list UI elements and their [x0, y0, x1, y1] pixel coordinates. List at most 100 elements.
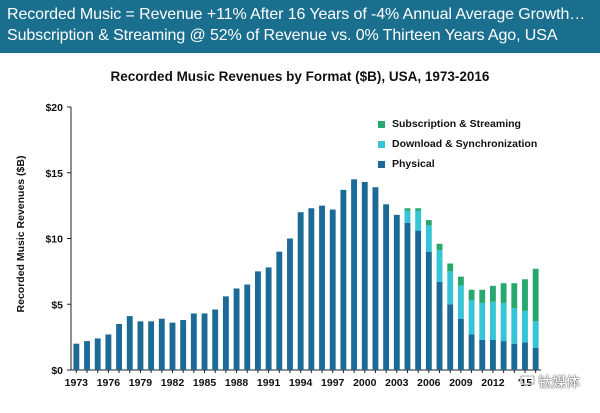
bar-physical-1984	[190, 313, 197, 370]
bar-download-synchronization-2013	[500, 302, 507, 342]
x-tick-label: 1982	[161, 377, 185, 389]
x-tick-label: 2012	[481, 377, 505, 389]
bar-download-synchronization-2012	[489, 301, 496, 340]
bar-physical-1975	[94, 338, 101, 370]
bar-physical-2014	[511, 343, 518, 370]
bar-download-synchronization-2004	[404, 210, 411, 223]
bar-physical-1982	[169, 322, 176, 370]
bar-physical-1992	[276, 251, 283, 370]
bar-subscription-streaming-2011	[479, 289, 486, 303]
bar-download-synchronization-2016	[532, 321, 539, 348]
x-tick-label: 1973	[65, 377, 89, 389]
legend-item-physical: Physical	[378, 154, 537, 174]
bar-physical-2003	[393, 214, 400, 370]
bar-subscription-streaming-2015	[522, 279, 528, 311]
bar-physical-2005	[415, 230, 422, 370]
bar-download-synchronization-2009	[457, 285, 464, 319]
bar-physical-2013	[500, 341, 507, 370]
bar-physical-1979	[137, 321, 144, 370]
bar-physical-2004	[404, 222, 411, 370]
bar-physical-1999	[351, 179, 358, 370]
bar-download-synchronization-2014	[511, 308, 518, 344]
bar-physical-1995	[308, 208, 315, 370]
bar-physical-2008	[447, 304, 454, 370]
x-tick-label: 1991	[257, 377, 281, 389]
bar-subscription-streaming-2009	[457, 276, 464, 286]
legend-item-download: Download & Synchronization	[378, 134, 537, 154]
x-tick-label: 2006	[417, 377, 441, 389]
bar-subscription-streaming-2004	[404, 208, 411, 211]
bar-download-synchronization-2010	[468, 300, 475, 335]
bar-subscription-streaming-2006	[425, 220, 432, 226]
bar-physical-1981	[158, 318, 165, 370]
y-tick-label: $10	[45, 234, 63, 246]
bar-physical-1986	[212, 309, 219, 370]
y-tick-label: $0	[51, 365, 63, 377]
bar-physical-2006	[425, 251, 432, 370]
x-tick-label: 1979	[129, 377, 153, 389]
watermark-text: 钛媒体	[538, 375, 580, 391]
y-axis-label: Recorded Music Revenues ($B)	[15, 155, 27, 313]
x-tick-label: 2009	[449, 377, 473, 389]
legend-swatch-physical	[378, 160, 385, 168]
x-tick-label: 2003	[385, 377, 409, 389]
bar-physical-1985	[201, 313, 208, 370]
y-tick-label: $5	[51, 299, 63, 311]
y-tick-label: $20	[45, 102, 63, 114]
bar-physical-2001	[372, 187, 379, 370]
x-tick-label: 1997	[321, 377, 345, 389]
bar-physical-1989	[244, 284, 251, 370]
bar-physical-1978	[126, 316, 133, 370]
legend-swatch-download	[378, 140, 385, 148]
x-tick-label: 2000	[353, 377, 377, 389]
bar-physical-2010	[468, 334, 475, 370]
bar-physical-2011	[479, 339, 486, 370]
headline-line-2: Subscription & Streaming @ 52% of Revenu…	[7, 27, 558, 44]
bar-physical-1974	[84, 341, 90, 370]
bar-physical-2009	[457, 318, 464, 370]
bar-physical-1993	[287, 238, 293, 370]
headline-line-1: Recorded Music = Revenue +11% After 16 Y…	[7, 6, 586, 23]
bar-download-synchronization-2007	[436, 250, 443, 282]
bar-download-synchronization-2015	[522, 310, 528, 343]
legend-item-subscription: Subscription & Streaming	[378, 114, 537, 134]
bar-download-synchronization-2011	[479, 302, 486, 340]
bar-subscription-streaming-2016	[532, 268, 539, 322]
header-banner: Recorded Music = Revenue +11% After 16 Y…	[0, 0, 600, 53]
legend-swatch-subscription	[378, 120, 385, 128]
bar-physical-1991	[265, 267, 272, 370]
x-tick-label: 1994	[289, 377, 313, 389]
bar-physical-2015	[522, 342, 528, 370]
legend-label-subscription: Subscription & Streaming	[392, 118, 521, 130]
chart-legend: Subscription & Streaming Download & Sync…	[378, 114, 537, 174]
bar-physical-1997	[329, 209, 336, 370]
bar-physical-2007	[436, 281, 443, 370]
bar-physical-1987	[222, 296, 229, 370]
chart-title: Recorded Music Revenues by Format ($B), …	[110, 69, 490, 84]
bar-physical-1998	[340, 189, 347, 370]
bar-physical-1973	[73, 343, 80, 370]
bar-subscription-streaming-2005	[415, 208, 422, 211]
bar-physical-1988	[233, 288, 240, 370]
y-tick-label: $15	[45, 168, 63, 180]
bar-physical-1976	[105, 334, 112, 370]
x-tick-label: 1988	[225, 377, 249, 389]
bar-physical-1980	[148, 321, 155, 370]
bar-subscription-streaming-2012	[489, 285, 496, 302]
bar-physical-1977	[116, 323, 123, 370]
bar-physical-1996	[319, 205, 325, 370]
x-tick-label: 1985	[193, 377, 217, 389]
x-tick-label: 1976	[97, 377, 121, 389]
bar-physical-2012	[489, 339, 496, 370]
watermark-logo-icon	[520, 375, 535, 387]
bar-download-synchronization-2006	[425, 225, 432, 252]
bar-physical-1994	[297, 212, 304, 370]
legend-label-physical: Physical	[392, 158, 435, 170]
bar-physical-1990	[254, 271, 261, 370]
bar-subscription-streaming-2007	[436, 243, 443, 251]
bar-physical-2016	[532, 347, 539, 370]
bar-physical-2002	[383, 204, 390, 370]
bar-subscription-streaming-2013	[500, 283, 507, 303]
bar-download-synchronization-2005	[415, 210, 422, 231]
